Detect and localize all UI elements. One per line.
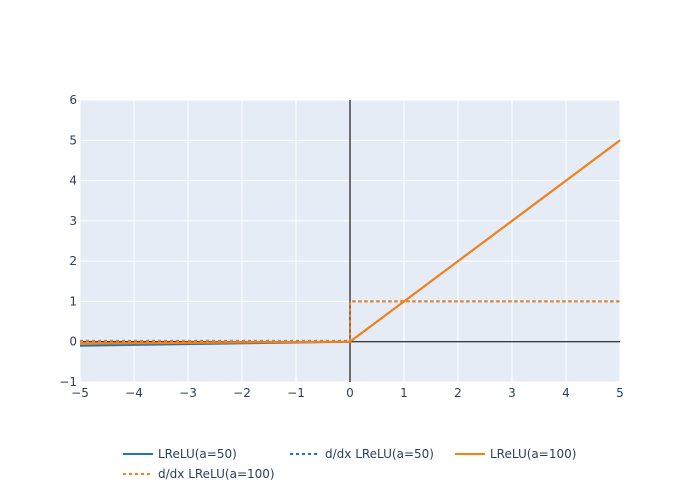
legend-label: d/dx LReLU(a=100) <box>158 467 275 481</box>
legend-label: LReLU(a=100) <box>490 447 576 461</box>
x-axis-ticks: −5 −4 −3 −2 −1 0 1 2 3 4 5 <box>71 386 624 400</box>
x-tick-label: −3 <box>179 386 197 400</box>
x-tick-label: −4 <box>125 386 143 400</box>
y-axis-ticks: −1 0 1 2 3 4 5 6 <box>59 93 77 389</box>
y-tick-label: −1 <box>59 375 77 389</box>
series-line-4 <box>80 300 620 343</box>
x-tick-label: 2 <box>454 386 462 400</box>
legend-label: LReLU(a=50) <box>158 447 237 461</box>
y-tick-label: 3 <box>69 214 77 228</box>
x-tick-label: 4 <box>562 386 570 400</box>
series-line-3 <box>79 139 621 345</box>
legend-item[interactable]: d/dx LReLU(a=100) <box>123 467 275 481</box>
y-tick-label: 2 <box>69 254 77 268</box>
x-tick-label: 0 <box>346 386 354 400</box>
y-tick-label: 0 <box>69 335 77 349</box>
legend-label: d/dx LReLU(a=50) <box>325 447 434 461</box>
y-tick-label: 6 <box>69 93 77 107</box>
y-tick-label: 5 <box>69 133 77 147</box>
x-tick-label: 1 <box>400 386 408 400</box>
x-tick-label: 5 <box>616 386 624 400</box>
y-tick-label: 4 <box>69 174 77 188</box>
x-tick-label: −2 <box>233 386 251 400</box>
legend-item[interactable]: LReLU(a=100) <box>455 447 576 461</box>
legend-item[interactable]: d/dx LReLU(a=50) <box>290 447 434 461</box>
legend: LReLU(a=50) d/dx LReLU(a=50) LReLU(a=100) d… <box>123 447 576 481</box>
series-group <box>79 139 621 347</box>
legend-item[interactable]: LReLU(a=50) <box>123 447 237 461</box>
x-tick-label: 3 <box>508 386 516 400</box>
y-tick-label: 1 <box>69 294 77 308</box>
x-tick-label: −5 <box>71 386 89 400</box>
x-tick-label: −1 <box>287 386 305 400</box>
